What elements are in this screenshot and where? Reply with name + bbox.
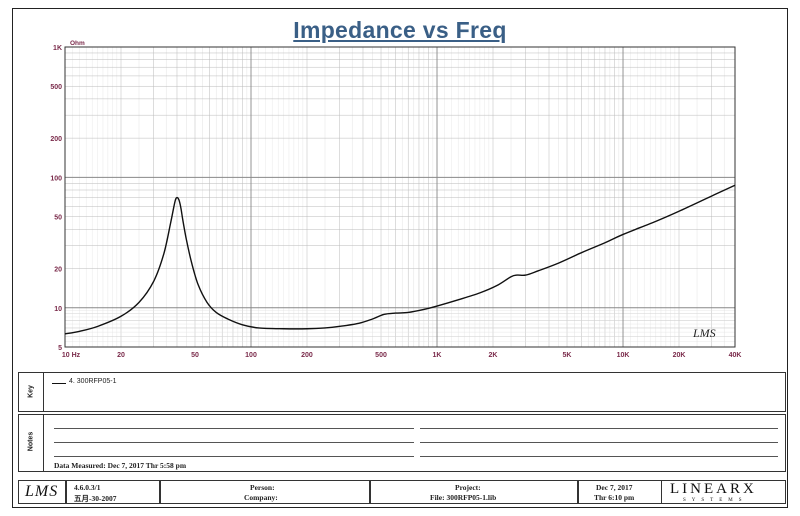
x-tick-label: 10K (617, 352, 630, 359)
impedance-series-line (64, 184, 736, 335)
version: 4.6.0.3/1 (74, 483, 101, 492)
footer-cell-person (160, 480, 370, 504)
measured-date: Data Measured: Dec 7, 2017 Thr 5:58 pm (54, 461, 187, 470)
y-tick-label: 500 (50, 84, 62, 91)
file-label: File: 300RFP05-1.lib (430, 493, 497, 502)
note-line (54, 442, 414, 443)
footer-cell-project (370, 480, 578, 504)
chart-title: Impedance vs Freq (293, 17, 507, 43)
lms-logo: LMS (25, 483, 59, 500)
company-label: Company: (244, 493, 278, 502)
plot-border (64, 46, 736, 348)
grid-minor (65, 47, 736, 348)
lms-watermark: LMS (692, 326, 716, 340)
note-line (420, 428, 778, 429)
note-line (54, 428, 414, 429)
y-tick-label: 5 (58, 345, 62, 352)
y-tick-label: 100 (50, 175, 62, 182)
y-tick-label: 50 (54, 215, 62, 222)
x-tick-label: 200 (301, 352, 313, 359)
x-tick-label: 10 Hz (62, 352, 81, 359)
y-tick-label: 200 (50, 136, 62, 143)
notes-side-label: Notes (27, 431, 35, 452)
key-side-box (18, 372, 44, 412)
note-line (54, 456, 414, 457)
notes-side-box (18, 414, 44, 472)
project-label: Project: (455, 483, 481, 492)
note-line (420, 442, 778, 443)
footer-cell-date (578, 480, 662, 504)
y-tick-labels: 1K 500 200 100 50 20 10 5 (50, 45, 62, 352)
linearx-logo: LINEARX (670, 481, 757, 497)
x-tick-labels: 10 Hz 20 50 100 200 500 1K 2K 5K 10K 20K 40K (62, 352, 742, 359)
footer-cell-logo (18, 480, 66, 504)
grid-major (64, 47, 735, 347)
report-frame (12, 8, 788, 508)
key-panel (18, 372, 786, 412)
y-unit-label: Ohm (70, 40, 85, 47)
y-tick-label: 1K (53, 45, 62, 52)
legend-entry: 4. 300RFP05-1 (69, 378, 117, 385)
x-tick-label: 1K (433, 352, 442, 359)
x-tick-label: 500 (375, 352, 387, 359)
x-tick-label: 2K (489, 352, 498, 359)
footer-time: Thr 6:10 pm (594, 493, 635, 502)
x-tick-label: 40K (729, 352, 742, 359)
key-side-label: Key (27, 385, 35, 398)
x-tick-label: 100 (245, 352, 257, 359)
y-tick-label: 20 (54, 267, 62, 274)
x-tick-label: 20K (673, 352, 686, 359)
note-line (420, 456, 778, 457)
footer-date: Dec 7, 2017 (596, 483, 633, 492)
linearx-sub-logo: SYSTEMS (683, 498, 748, 503)
footer-cell-version (66, 480, 160, 504)
x-tick-label: 50 (191, 352, 199, 359)
y-tick-label: 10 (54, 306, 62, 313)
x-tick-label: 5K (563, 352, 572, 359)
x-tick-label: 20 (117, 352, 125, 359)
person-label: Person: (250, 483, 275, 492)
version-date: 五月-30-2007 (74, 494, 117, 503)
legend-swatch (52, 383, 66, 384)
